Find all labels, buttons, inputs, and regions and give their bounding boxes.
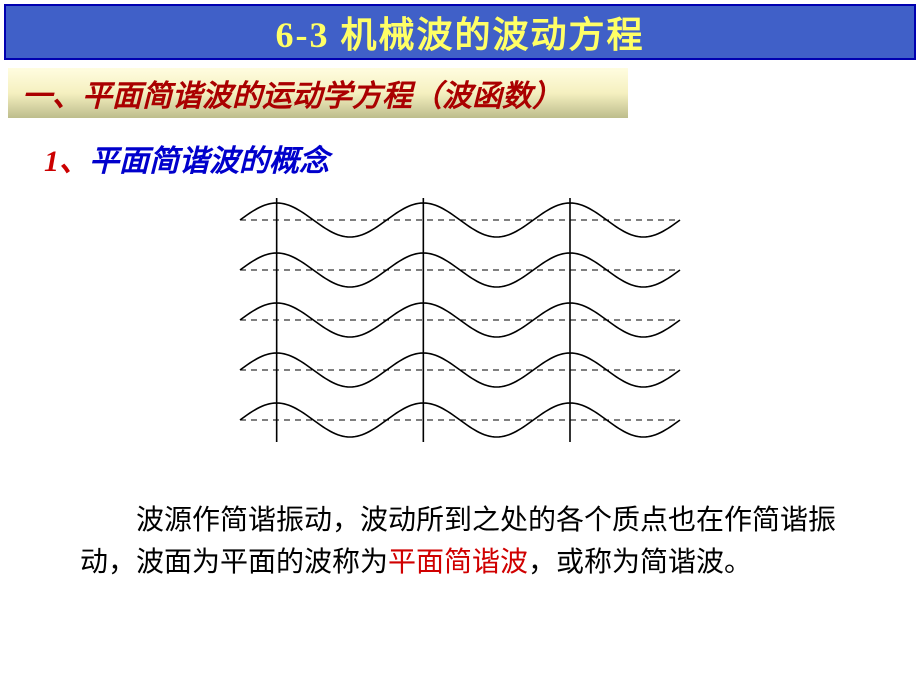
- body-post: ，或称为简谐波。: [528, 547, 752, 578]
- section-heading-bar: 一、平面简谐波的运动学方程（波函数）: [8, 68, 628, 118]
- body-highlight: 平面简谐波: [388, 547, 528, 578]
- subsection-heading: 1、平面简谐波的概念: [44, 136, 920, 180]
- section-heading: 一、平面简谐波的运动学方程（波函数）: [22, 71, 562, 115]
- plane-wave-diagram: [230, 190, 690, 470]
- body-paragraph: 波源作简谐振动，波动所到之处的各个质点也在作简谐振动，波面为平面的波称为平面简谐…: [80, 500, 840, 584]
- subsection-label: 平面简谐波的概念: [89, 145, 329, 178]
- title-bar: 6-3 机械波的波动方程: [4, 4, 916, 60]
- page-title: 6-3 机械波的波动方程: [276, 6, 645, 58]
- subsection-number: 1、: [44, 145, 89, 178]
